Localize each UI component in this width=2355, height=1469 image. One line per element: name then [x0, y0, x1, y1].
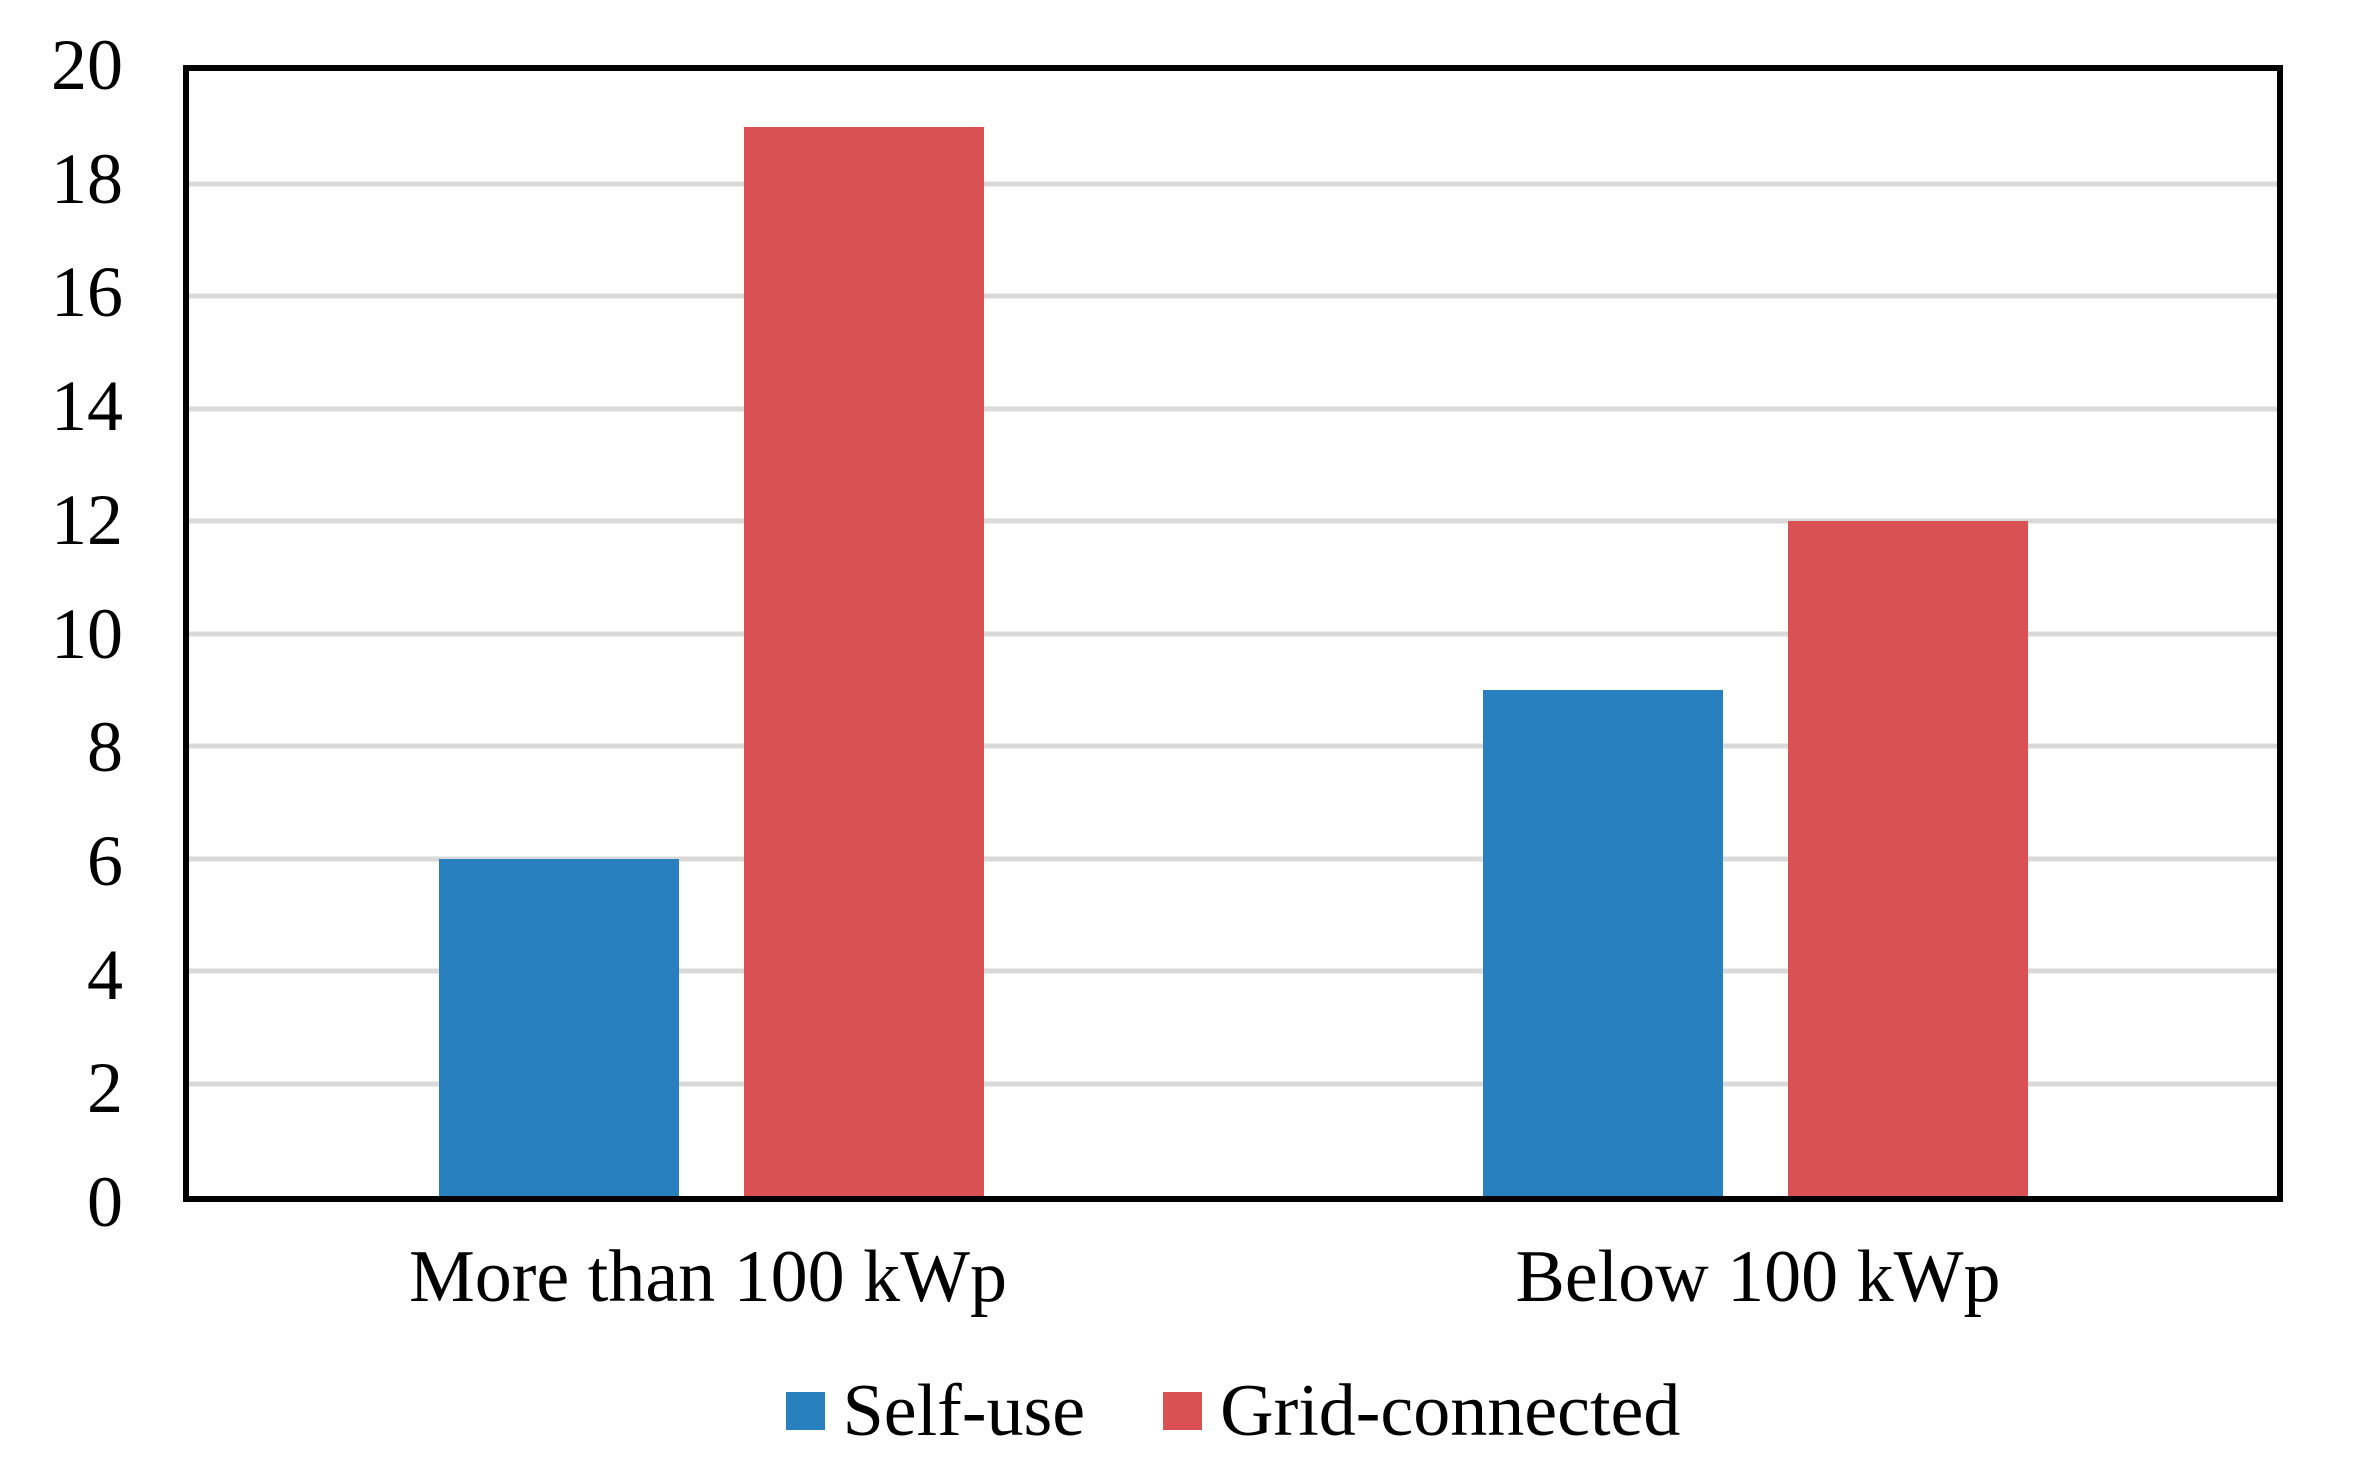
gridline-14 — [189, 406, 2277, 411]
gridline-4 — [189, 968, 2277, 974]
y-tick-label-16: 16 — [51, 252, 123, 333]
x-axis-category-labels: More than 100 kWp Below 100 kWp — [183, 1240, 2283, 1314]
gridline-12 — [189, 518, 2277, 524]
plot-area — [183, 65, 2283, 1202]
legend-item-self-use: Self-use — [785, 1370, 1086, 1452]
gridline-16 — [189, 293, 2277, 299]
legend-label-self-use: Self-use — [842, 1370, 1086, 1452]
bar-grid-connected-more-than-100-kwp — [743, 127, 984, 1196]
y-tick-label-20: 20 — [51, 25, 123, 105]
y-tick-label-8: 8 — [87, 707, 123, 788]
bar-self-use-below-100-kwp — [1482, 689, 1723, 1196]
x-category-label-below-100-kwp: Below 100 kWp — [1515, 1236, 2001, 1318]
gridline-18 — [189, 181, 2277, 186]
y-tick-label-14: 14 — [51, 366, 123, 447]
y-tick-label-2: 2 — [87, 1048, 123, 1129]
plot-inner — [189, 71, 2277, 1196]
y-tick-label-12: 12 — [51, 479, 123, 560]
y-tick-label-18: 18 — [51, 138, 123, 219]
bar-grid-connected-below-100-kwp — [1787, 521, 2028, 1196]
y-axis-tick-labels: 0 2 4 6 8 10 12 14 16 18 20 — [0, 29, 123, 1238]
y-tick-label-10: 10 — [51, 593, 123, 674]
y-tick-label-6: 6 — [87, 820, 123, 901]
legend-item-grid-connected: Grid-connected — [1163, 1374, 1680, 1448]
gridline-2 — [189, 1081, 2277, 1086]
y-tick-label-4: 4 — [87, 934, 123, 1015]
legend-swatch-grid-connected — [1163, 1392, 1203, 1430]
x-category-label-more-than-100-kwp: More than 100 kWp — [408, 1236, 1008, 1318]
legend-swatch-self-use — [785, 1392, 825, 1430]
gridline-8 — [189, 743, 2277, 749]
gridline-10 — [189, 631, 2277, 636]
bar-self-use-more-than-100-kwp — [438, 858, 679, 1196]
legend: Self-use Grid-connected — [183, 1374, 2283, 1448]
legend-label-grid-connected: Grid-connected — [1220, 1370, 1681, 1452]
bar-groups — [189, 71, 2277, 1196]
y-tick-label-0: 0 — [87, 1162, 123, 1242]
bar-group-below-100-kwp — [1233, 71, 2277, 1196]
bar-group-more-than-100-kwp — [189, 71, 1233, 1196]
gridline-6 — [189, 856, 2277, 861]
